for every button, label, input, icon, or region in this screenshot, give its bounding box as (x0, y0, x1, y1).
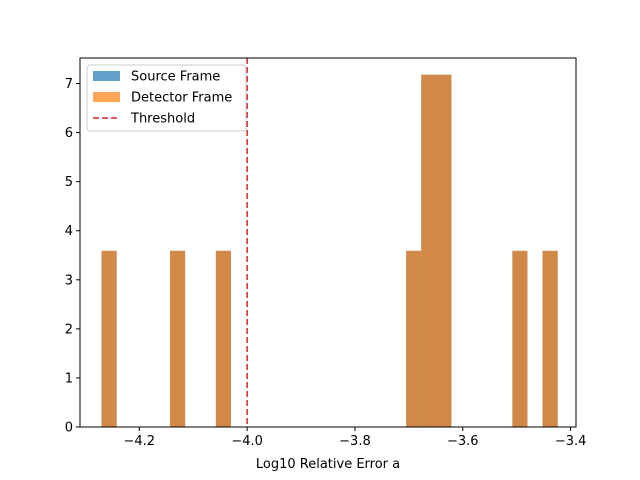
x-tick-label: −3.4 (555, 434, 587, 449)
bar-detector-6 (542, 250, 558, 427)
y-axis-ticks: 0 1 2 3 4 5 6 7 (65, 77, 80, 436)
x-tick-label: −3.6 (447, 434, 479, 449)
bar-detector-1 (170, 250, 186, 427)
plot-frame (79, 57, 577, 428)
legend-box (86, 64, 247, 132)
x-tick-label: −4.0 (231, 434, 263, 449)
y-tick-label: 3 (65, 273, 73, 288)
y-tick-label: 2 (65, 322, 73, 337)
x-axis-label: Log10 Relative Error a (256, 457, 400, 472)
x-axis-ticks: −4.2 −4.0 −3.8 −3.6 −3.4 (124, 427, 587, 449)
bar-detector-3 (406, 250, 422, 427)
bar-detector-5 (512, 250, 528, 427)
legend-item-detector-frame-label: Detector Frame (131, 91, 232, 106)
y-tick-label: 4 (65, 224, 73, 239)
legend-item-threshold-label: Threshold (130, 112, 195, 127)
legend-item-source-frame-swatch (93, 71, 120, 81)
y-tick-label: 0 (65, 421, 73, 436)
y-tick-label: 5 (65, 175, 73, 190)
y-tick-label: 6 (65, 126, 73, 141)
y-tick-label: 7 (65, 77, 73, 92)
legend-item-source-frame-label: Source Frame (131, 70, 220, 85)
bar-detector-0 (101, 250, 117, 427)
histogram-bars (101, 74, 558, 428)
y-tick-label: 1 (65, 371, 73, 386)
legend-item-detector-frame-swatch (93, 92, 120, 102)
x-tick-label: −4.2 (124, 434, 156, 449)
x-tick-label: −3.8 (339, 434, 371, 449)
legend: Source Frame Detector Frame Threshold (86, 64, 247, 132)
bar-detector-4 (421, 74, 452, 428)
bar-detector-2 (215, 250, 231, 427)
